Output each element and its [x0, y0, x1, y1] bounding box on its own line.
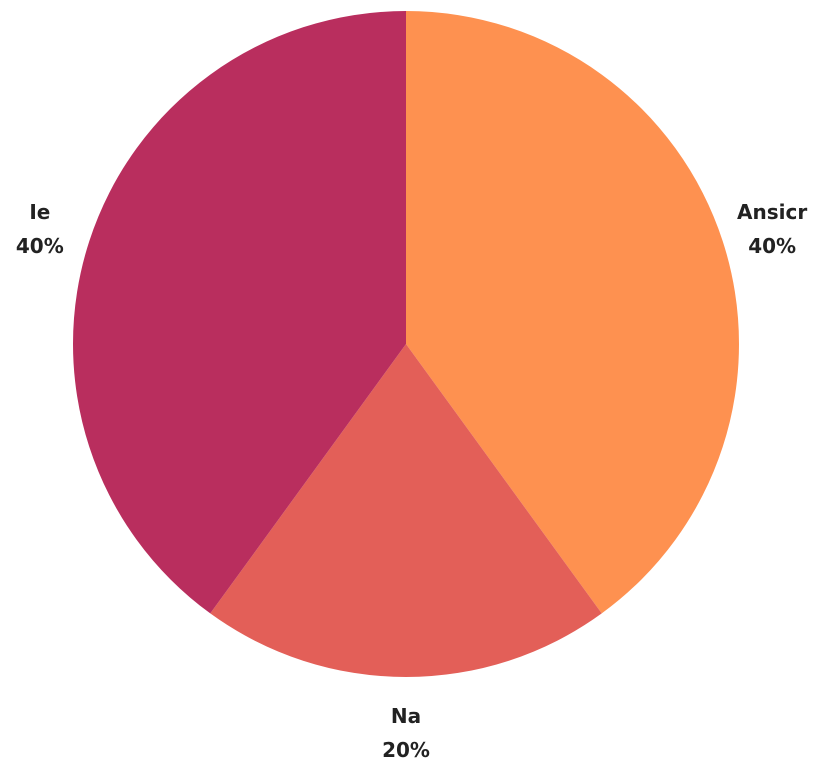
slice-label-ansicr: Ansicr 40%: [737, 200, 807, 258]
slice-label-na: Na 20%: [382, 704, 430, 762]
slice-percent: 40%: [16, 234, 64, 258]
slice-percent: 20%: [382, 738, 430, 762]
slice-name: Na: [391, 704, 421, 728]
slice-percent: 40%: [748, 234, 796, 258]
slice-label-ie: Ie 40%: [16, 200, 64, 258]
slice-name: Ansicr: [737, 200, 807, 224]
pie-slices: [73, 11, 739, 677]
slice-name: Ie: [29, 200, 50, 224]
